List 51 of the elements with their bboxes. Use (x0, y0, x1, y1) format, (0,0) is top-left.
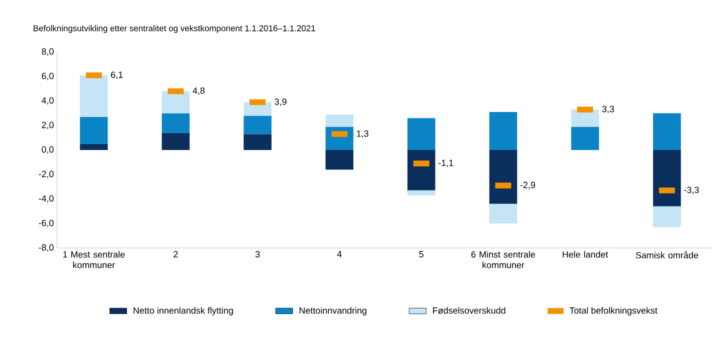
bar (489, 204, 518, 224)
legend-label: Fødselsoverskudd (433, 307, 506, 314)
x-tick-label: 6 Minst sentrale kommuner (471, 251, 536, 268)
data-label: 4,8 (192, 87, 205, 95)
bar (326, 114, 354, 127)
bar (244, 116, 272, 134)
bar (162, 91, 190, 114)
bar (162, 113, 190, 133)
chart-title: Befolkningsutvikling etter sentralitet og vekstkomponent 1.1.2016–1.1.2021 (34, 25, 316, 33)
bar (244, 134, 272, 150)
y-tick-label: 6,0 (42, 72, 54, 80)
y-tick-label: 8,0 (42, 48, 54, 56)
bar (489, 112, 518, 150)
x-tick-label: Samisk område (636, 251, 698, 258)
data-label: 6,1 (111, 72, 123, 79)
y-tick-label: -8,0 (38, 244, 54, 252)
x-tick-label: 1 Mest sentrale kommuner (63, 251, 125, 268)
bar (80, 144, 108, 150)
bar (80, 116, 108, 144)
bar (80, 75, 108, 117)
bar (407, 190, 436, 196)
bar (653, 206, 681, 228)
bar (407, 150, 436, 190)
legend-label: Netto innenlandsk flytting (134, 307, 233, 316)
y-tick-label: 0,0 (42, 146, 54, 154)
bar (571, 126, 600, 150)
data-label: -3,3 (684, 186, 699, 194)
bar (571, 110, 600, 127)
bar (162, 132, 190, 150)
y-tick-label: 2,0 (42, 122, 54, 130)
y-tick-label: -6,0 (38, 220, 54, 228)
bar (653, 113, 681, 150)
y-tick-label: 4,0 (42, 97, 54, 105)
x-tick-label: 2 (174, 251, 178, 258)
bar (407, 118, 436, 150)
bar (653, 150, 681, 206)
y-tick-label: -2,0 (38, 170, 54, 178)
x-tick-label: 5 (419, 251, 424, 258)
data-label: 3,3 (602, 106, 614, 114)
data-label: -2,9 (520, 182, 536, 190)
legend-label: Nettoinnvandring (300, 307, 366, 316)
data-label: 1,3 (356, 130, 368, 138)
bar (326, 150, 354, 170)
legend-label: Total befolkningsvekst (570, 307, 658, 316)
data-label: -1,1 (438, 160, 454, 168)
x-tick-label: 3 (255, 251, 260, 258)
x-tick-label: Hele landet (562, 251, 608, 258)
x-tick-label: 4 (337, 251, 342, 258)
bar (489, 150, 518, 204)
y-tick-label: -4,0 (38, 195, 54, 203)
data-label: 3,9 (274, 98, 286, 106)
